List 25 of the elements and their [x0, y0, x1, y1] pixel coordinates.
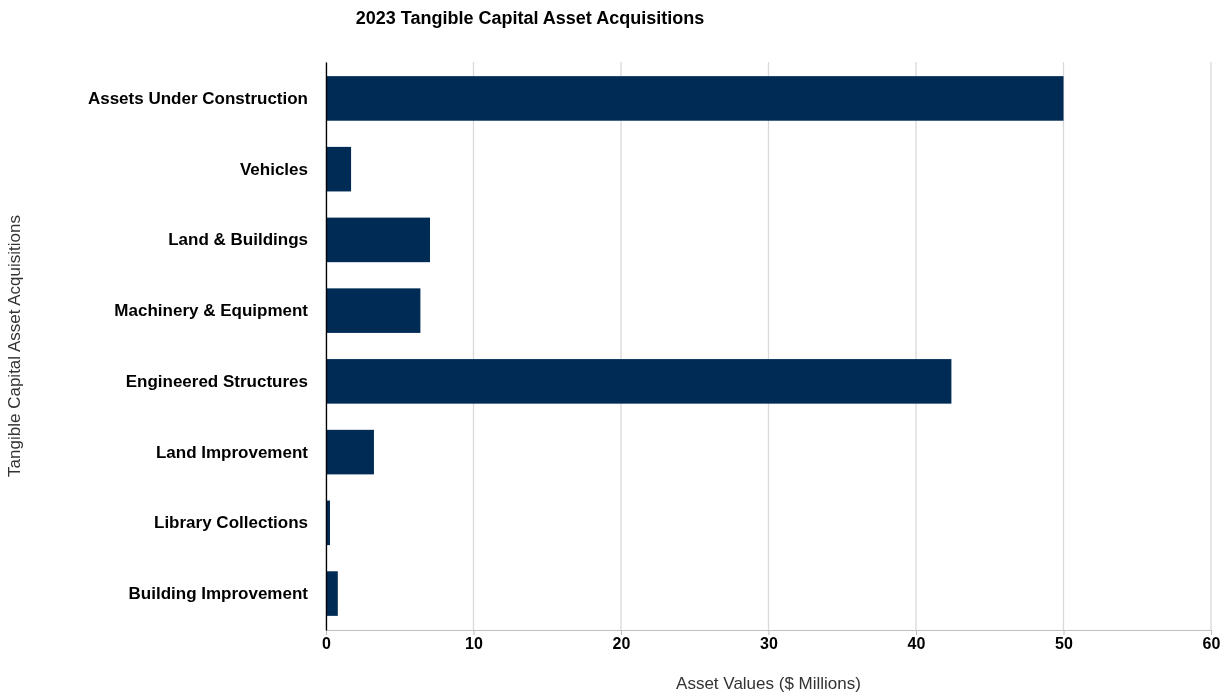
bar	[326, 217, 430, 263]
x-tick-label: 40	[907, 635, 926, 653]
y-tick-label: Assets Under Construction	[87, 88, 308, 108]
y-tick-label: Vehicles	[239, 159, 308, 179]
bar	[326, 571, 338, 616]
bar	[326, 146, 352, 192]
bar	[326, 76, 1064, 121]
x-axis-title: Asset Values ($ Millions)	[676, 674, 861, 693]
y-tick-label: Library Collections	[154, 513, 308, 533]
x-tick-label: 60	[1202, 635, 1221, 653]
y-tick-label: Machinery & Equipment	[114, 301, 309, 321]
bar	[326, 359, 952, 404]
y-tick-label: Land Improvement	[155, 442, 309, 462]
bar	[326, 288, 421, 333]
y-tick-label: Building Improvement	[128, 584, 309, 604]
y-tick-label: Engineered Structures	[125, 371, 308, 391]
y-tick-label: Land & Buildings	[168, 230, 308, 250]
x-tick-label: 30	[760, 635, 778, 653]
bar	[326, 429, 374, 475]
x-tick-label: 50	[1055, 635, 1073, 653]
x-tick-label: 20	[612, 635, 631, 653]
x-tick-label: 0	[322, 635, 332, 653]
y-axis-title: Tangible Capital Asset Acquisitions	[5, 215, 24, 477]
x-tick-label: 10	[465, 635, 483, 653]
chart-title: 2023 Tangible Capital Asset Acquisitions	[355, 8, 705, 28]
